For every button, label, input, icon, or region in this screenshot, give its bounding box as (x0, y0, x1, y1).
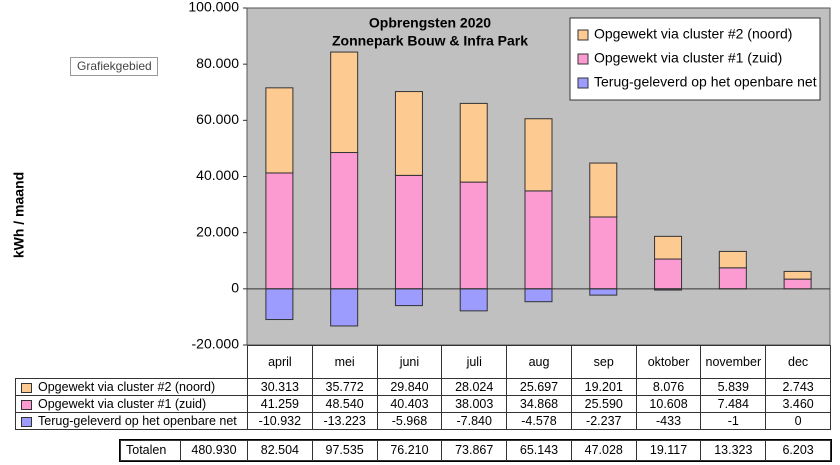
category-label: april (247, 345, 313, 379)
table-value: -2.237 (570, 412, 637, 430)
category-label: aug (506, 345, 572, 379)
table-value: 10.608 (635, 395, 702, 413)
table-value: 25.590 (570, 395, 637, 413)
bar-segment (330, 288, 359, 327)
legend: Opgewekt via cluster #2 (noord) Opgewekt … (569, 17, 821, 101)
y-tick-label: 100.000 (188, 0, 239, 15)
legend-box (569, 17, 821, 101)
category-label: dec (765, 345, 831, 379)
bar-segment (654, 258, 683, 290)
bar-segment (524, 190, 553, 290)
table-value: 8.076 (635, 378, 702, 396)
bar-segment (459, 102, 488, 183)
bar-segment (330, 51, 359, 154)
legend-key (577, 53, 589, 65)
table-value: 40.403 (376, 395, 443, 413)
table-value: 0 (765, 412, 831, 430)
category-label: november (700, 345, 767, 379)
table-value: 41.259 (247, 395, 313, 413)
legend-label: Opgewekt via cluster #1 (zuid) (594, 50, 782, 66)
totals-value: 6.203 (765, 440, 831, 461)
bar-segment (394, 174, 423, 290)
table-key (21, 400, 32, 410)
totals-value: 97.535 (311, 440, 378, 461)
table-value: 35.772 (311, 378, 378, 396)
bar-segment (265, 87, 294, 174)
totals-label: Totalen (120, 440, 181, 461)
legend-key (577, 77, 589, 89)
totals-value: 47.028 (570, 440, 637, 461)
y-tick-label: 20.000 (196, 223, 239, 239)
totals-value: 65.143 (506, 440, 572, 461)
category-label: juni (376, 345, 443, 379)
table-value: 7.484 (700, 395, 767, 413)
bar-segment (394, 288, 423, 307)
table-value: 2.743 (765, 378, 831, 396)
bar-segment (654, 235, 683, 260)
y-tick-label: 80.000 (196, 55, 239, 71)
table-value: 38.003 (441, 395, 508, 413)
y-tick-label: -20.000 (192, 336, 240, 352)
y-axis-label: kWh / maand (11, 172, 27, 258)
bar-segment (589, 216, 618, 290)
bar-segment (718, 250, 747, 269)
bar-segment (265, 288, 294, 321)
table-value: -5.968 (376, 412, 443, 430)
bar-segment (589, 288, 618, 296)
bar-segment (459, 181, 488, 290)
table-value: 48.540 (311, 395, 378, 413)
totals-value: 73.867 (441, 440, 508, 461)
bar-segment (524, 288, 553, 303)
y-tick-label: 0 (231, 280, 239, 296)
row-label: Terug-geleverd op het openbare net (15, 412, 248, 430)
table-value: 5.839 (700, 378, 767, 396)
table-value: -433 (635, 412, 702, 430)
chart-title: Zonnepark Bouw & Infra Park (332, 33, 528, 49)
table-value: 25.697 (506, 378, 572, 396)
table-value: 30.313 (247, 378, 313, 396)
bar-segment (394, 91, 423, 176)
table-value: -13.223 (311, 412, 378, 430)
table-value: -7.840 (441, 412, 508, 430)
bar-segment (783, 270, 812, 280)
tooltip: Grafiekgebied (70, 57, 158, 76)
y-tick-label: 40.000 (196, 167, 239, 183)
category-label: sep (570, 345, 637, 379)
bar-segment (459, 288, 488, 312)
bar-segment (330, 152, 359, 290)
totals-value: 76.210 (376, 440, 443, 461)
table-value: 3.460 (765, 395, 831, 413)
legend-key (577, 29, 589, 41)
totals-value: 82.504 (247, 440, 313, 461)
table-value: 19.201 (570, 378, 637, 396)
table-value: 34.868 (506, 395, 572, 413)
row-label: Opgewekt via cluster #2 (noord) (15, 378, 248, 396)
legend-label: Opgewekt via cluster #2 (noord) (594, 26, 792, 42)
totals-grand: 480.930 (180, 440, 248, 461)
row-label: Opgewekt via cluster #1 (zuid) (15, 395, 248, 413)
bar-segment (524, 118, 553, 192)
table-key (21, 383, 32, 393)
table-value: 29.840 (376, 378, 443, 396)
category-label: juli (441, 345, 508, 379)
legend-label: Terug-geleverd op het openbare net (594, 74, 817, 90)
table-value: 28.024 (441, 378, 508, 396)
category-label: mei (311, 345, 378, 379)
bar-segment (589, 162, 618, 218)
table-value: -1 (700, 412, 767, 430)
totals-value: 19.117 (635, 440, 702, 461)
totals-value: 13.323 (700, 440, 767, 461)
bar-segment (783, 278, 812, 290)
table-value: -10.932 (247, 412, 313, 430)
category-label: oktober (635, 345, 702, 379)
bar-segment (265, 172, 294, 290)
chart-title: Opbrengsten 2020 (369, 15, 491, 31)
bar-segment (718, 267, 747, 290)
y-tick-label: 60.000 (196, 111, 239, 127)
table-key (21, 417, 32, 427)
table-value: -4.578 (506, 412, 572, 430)
